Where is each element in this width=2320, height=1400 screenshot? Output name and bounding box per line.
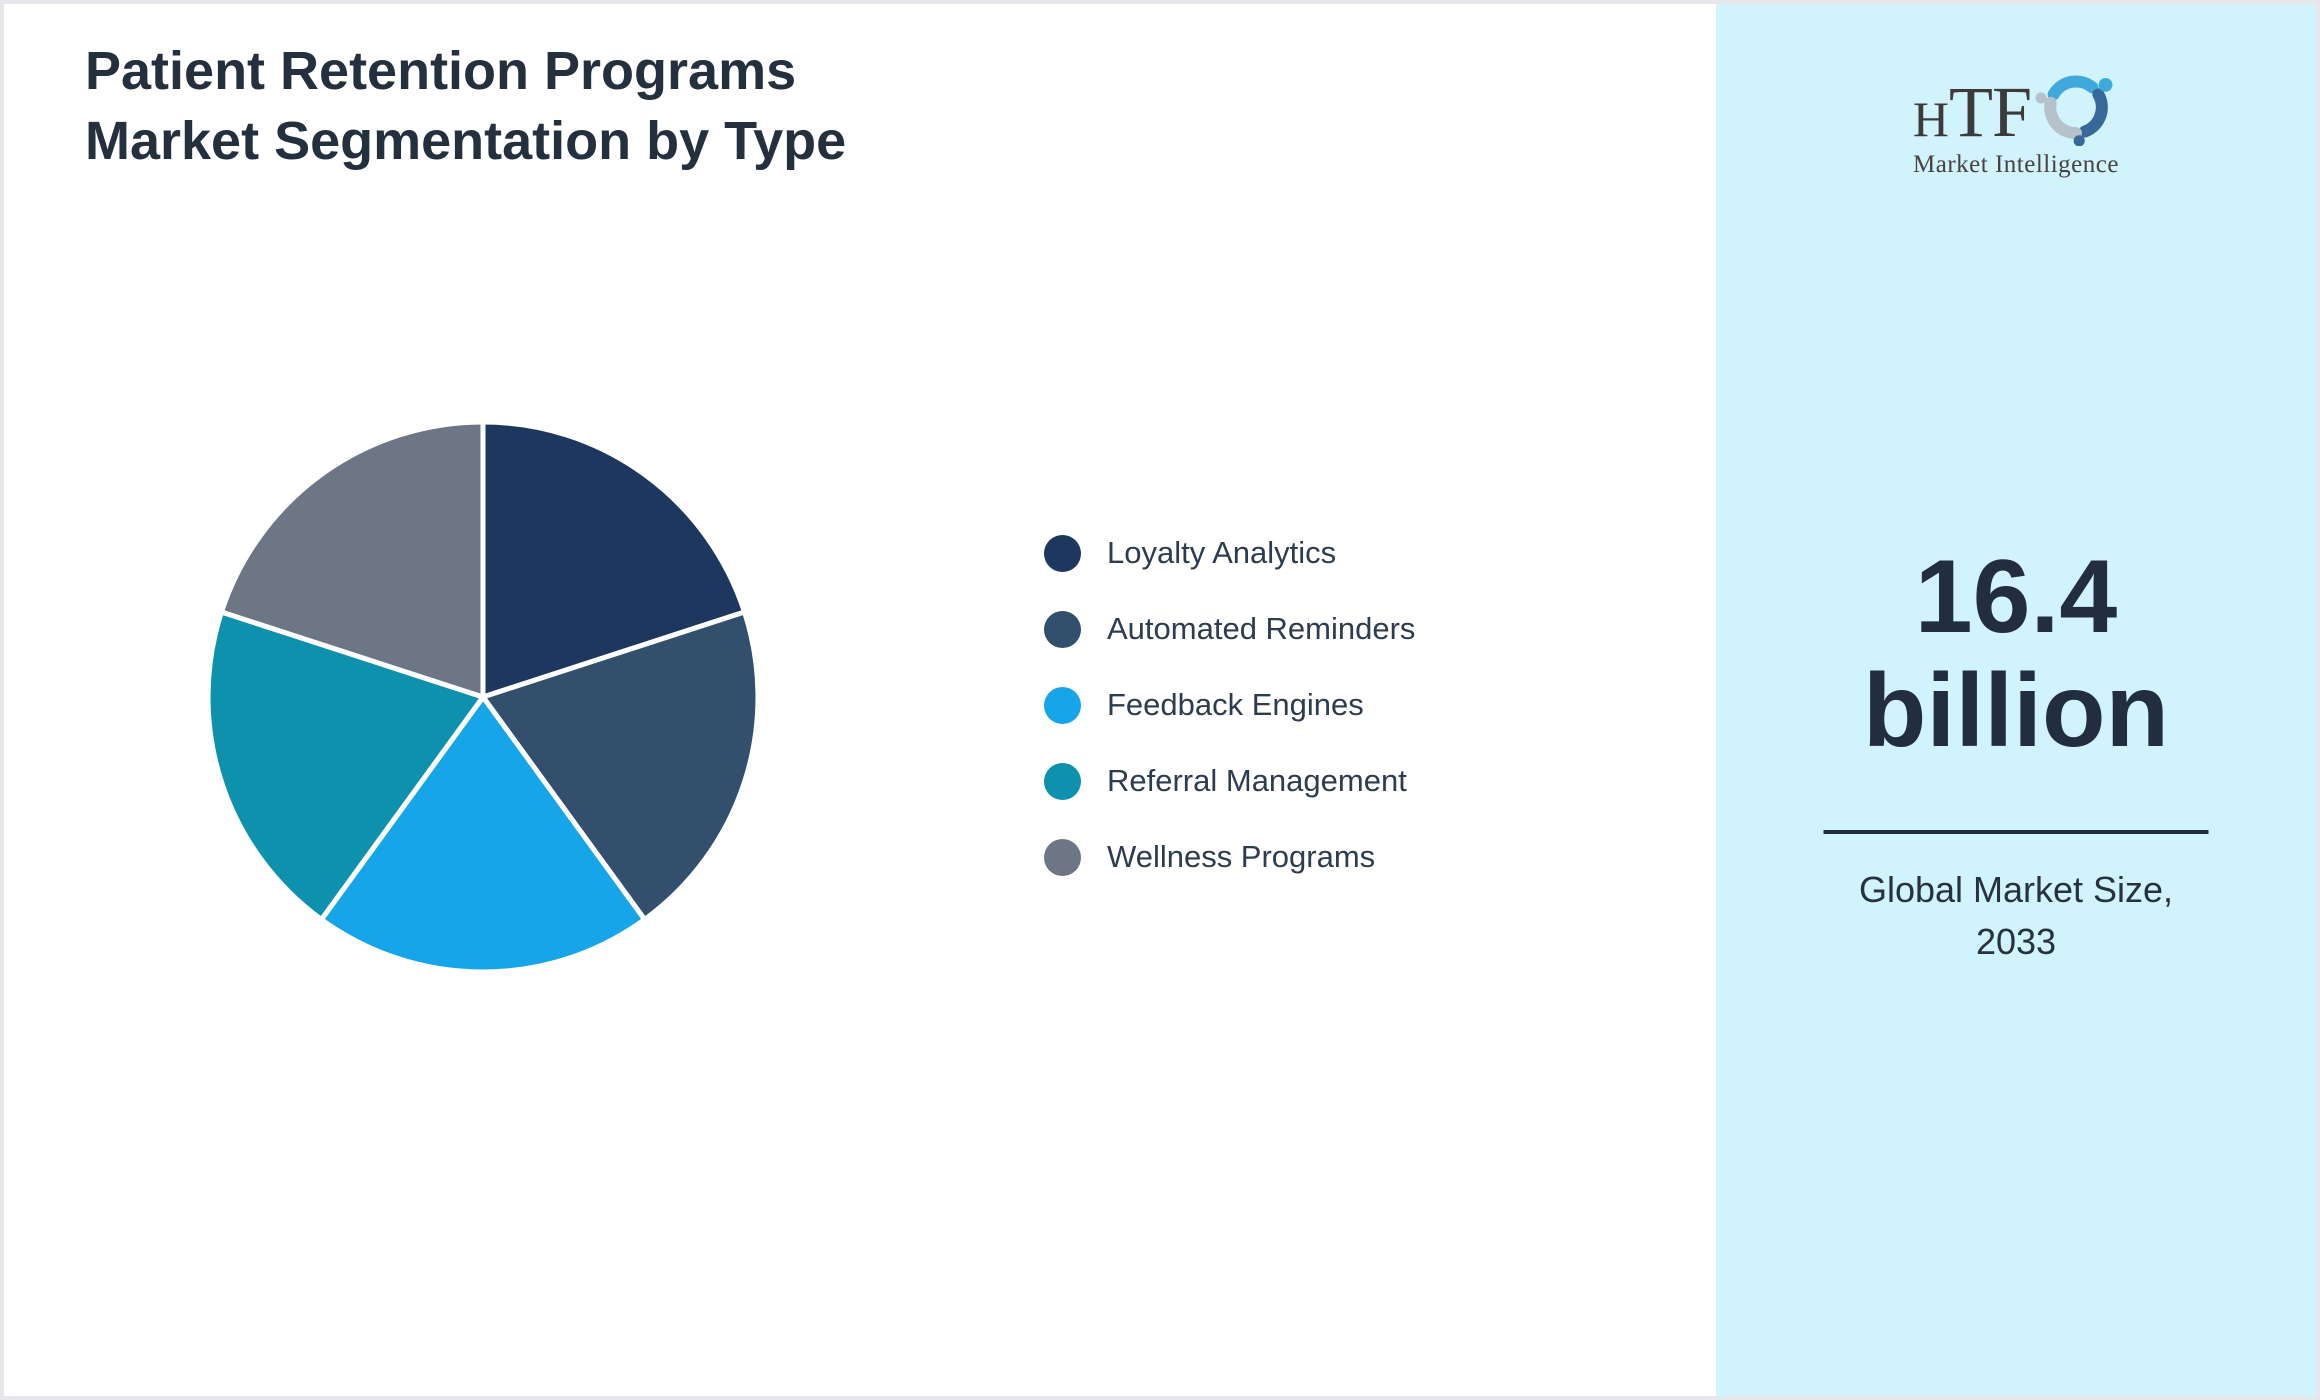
- legend-swatch-icon: [1044, 534, 1081, 572]
- legend-item: Referral Management: [1044, 761, 1415, 801]
- market-size-panel: HTF Market Intelligence 16.4 billion Glo…: [1716, 4, 2316, 1396]
- pie-slice-automated-reminders: [480, 609, 761, 922]
- legend-label: Loyalty Analytics: [1107, 535, 1337, 570]
- divider-line: [1823, 830, 2209, 834]
- legend-item: Automated Reminders: [1044, 609, 1415, 649]
- market-size-caption: Global Market Size, 2033: [1716, 864, 2316, 968]
- market-size-caption-line1: Global Market Size,: [1858, 869, 2174, 910]
- htf-logo: HTF Market Intelligence: [1716, 60, 2316, 179]
- market-size-value-number: 16.4: [1914, 539, 2118, 655]
- legend-swatch-icon: [1044, 838, 1081, 876]
- market-size-value-unit: billion: [1862, 653, 2170, 770]
- page-title-line1: Patient Retention Programs: [85, 41, 797, 101]
- legend-item: Loyalty Analytics: [1044, 533, 1415, 573]
- htf-logo-row: HTF: [1716, 60, 2316, 148]
- pie-slice-referral-management: [205, 609, 486, 922]
- legend-swatch-icon: [1044, 762, 1081, 800]
- htf-logo-text: HTF: [1912, 72, 2032, 152]
- legend-label: Automated Reminders: [1107, 611, 1416, 646]
- legend-label: Feedback Engines: [1107, 687, 1364, 722]
- market-size-caption-line2: 2033: [1975, 921, 2057, 963]
- legend-label: Wellness Programs: [1107, 839, 1376, 874]
- pie-chart-svg: [205, 419, 761, 975]
- pie-slice-wellness-programs: [219, 419, 486, 700]
- legend-item: Wellness Programs: [1044, 837, 1415, 877]
- pie-slice-loyalty-analytics: [480, 419, 747, 700]
- legend-swatch-icon: [1044, 686, 1081, 724]
- legend-item: Feedback Engines: [1044, 685, 1415, 725]
- pie-chart: [203, 417, 763, 977]
- htf-logo-swirl-icon: [2035, 75, 2113, 146]
- market-size-value: 16.4 billion: [1716, 540, 2316, 769]
- pie-slice-feedback-engines: [318, 694, 648, 975]
- page-title-line2: Market Segmentation by Type: [85, 111, 847, 172]
- legend-swatch-icon: [1044, 610, 1081, 648]
- htf-logo-subtext: Market Intelligence: [1913, 151, 2119, 178]
- page-title: Patient Retention Programs Market Segmen…: [85, 36, 846, 176]
- chart-legend: Loyalty Analytics Automated Reminders Fe…: [1044, 533, 1415, 877]
- legend-label: Referral Management: [1107, 763, 1407, 798]
